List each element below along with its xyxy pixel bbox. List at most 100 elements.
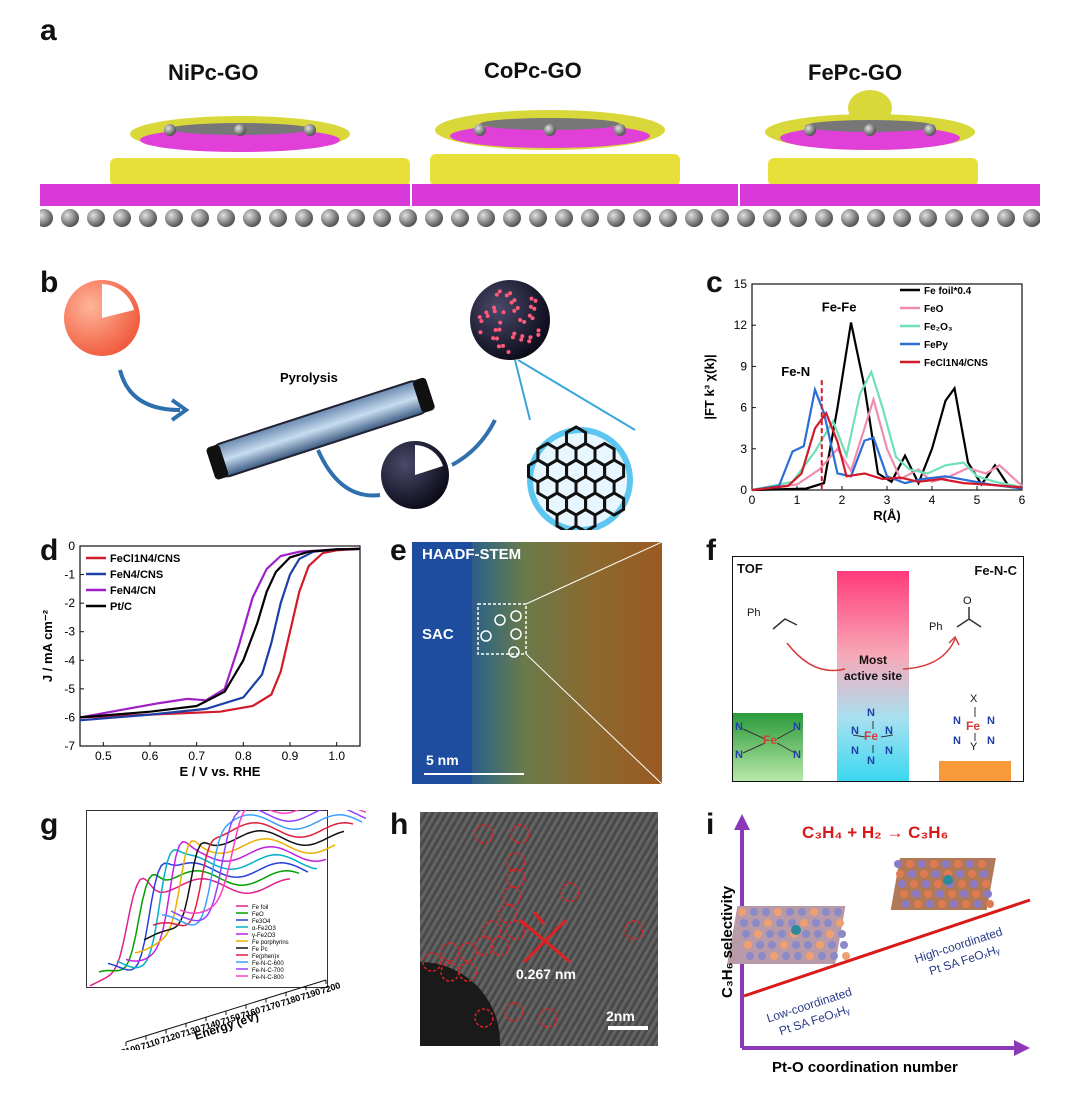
axial-y: Y: [970, 741, 978, 753]
fe-center-3: Fe: [966, 719, 981, 733]
selectivity-axis-label: C₃H₆ selectivity: [719, 885, 736, 998]
y-tick-label: 0: [740, 483, 747, 497]
energy-tick-label: 7190: [300, 986, 322, 1002]
axial-x: X: [970, 693, 978, 705]
y-tick-label: -4: [64, 653, 75, 667]
x-tick-label: 4: [929, 493, 936, 507]
x-tick-label: 0.8: [235, 749, 252, 763]
fe-center-2: Fe: [864, 729, 879, 743]
low-coordinated-slab: [727, 906, 850, 964]
n-atom-label: N: [793, 749, 801, 761]
pyrolysis-tube: [206, 377, 435, 480]
hollow-sphere-template: [64, 280, 140, 356]
stem-lattice-image: 0.267 nm 2nm: [420, 812, 658, 1046]
charge-density-images: [40, 90, 1040, 227]
scale-bar-2nm: 2nm: [606, 1008, 635, 1024]
x-tick-label: 0.5: [95, 749, 112, 763]
fe-n-c-label: Fe-N-C: [974, 563, 1017, 578]
y-tick-label: 12: [734, 318, 748, 332]
fe-center-1: Fe: [763, 733, 778, 747]
energy-tick-label: 7120: [160, 1030, 182, 1046]
n-atom-label: N: [735, 749, 743, 761]
xanes-series-8: [161, 814, 363, 926]
bar-fen4-planar: [733, 713, 803, 781]
legend-label-5: Fe porphyrins: [252, 940, 289, 946]
energy-tick-label: 7180: [280, 993, 302, 1009]
xanes-series-3: [116, 849, 318, 969]
scale-bar-label: 5 nm: [426, 752, 459, 768]
energy-tick-label: 7100: [120, 1042, 142, 1050]
tof-scheme: TOF Fe-N-C Most active site Ph Ph O Fe F…: [732, 556, 1024, 782]
pyrolysis-label: Pyrolysis: [280, 370, 338, 385]
legend-label-2: Fe3O4: [252, 919, 271, 925]
xanes-series-1: [98, 870, 300, 973]
legend-label-2: Fe₂O₃: [924, 322, 953, 333]
tof-label: TOF: [737, 561, 763, 576]
annotation-fe-fe: Fe-Fe: [822, 299, 857, 314]
series-line-3: [79, 547, 361, 719]
legend-label-10: Fe-N-C-800: [252, 975, 284, 981]
legend-label-1: FeN4/CNS: [110, 569, 163, 581]
legend-label-7: Fe(phen)x: [252, 954, 279, 960]
legend-label-0: FeCl1N4/CNS: [110, 553, 180, 565]
sac-sphere: [470, 280, 550, 360]
title-copc-go: CoPc-GO: [484, 58, 582, 83]
haadf-stem-title: HAADF-STEM: [422, 546, 522, 563]
reaction-equation: C₃H₄ + H₂ → C₃H₆: [802, 823, 948, 842]
legend-label-3: Pt/C: [110, 601, 132, 613]
legend-label-9: Fe-N-C-700: [252, 968, 284, 974]
energy-tick-label: 7200: [320, 980, 342, 996]
panel-label-g: g: [40, 808, 59, 841]
y-tick-label: -3: [64, 625, 75, 639]
xanes-series-7: [152, 822, 354, 927]
y-tick-label: 9: [740, 359, 747, 373]
product-o: O: [963, 595, 972, 607]
x-tick-label: 3: [884, 493, 891, 507]
sac-label: SAC: [422, 626, 454, 643]
xanes-series-2: [107, 862, 309, 971]
x-axis-label: R(Å): [873, 508, 900, 523]
n-atom-label: N: [851, 745, 859, 757]
n-atom-label: N: [987, 715, 995, 727]
plot-frame: [751, 283, 1023, 491]
legend-label-1: FeO: [252, 912, 264, 918]
n-atom-label: N: [953, 735, 961, 747]
pyrolysis-scheme: Pyrolysis: [64, 280, 636, 530]
title-fepc-go: FePc-GO: [808, 60, 903, 85]
x-tick-label: 0.7: [188, 749, 205, 763]
annotation-fe-n: Fe-N: [781, 364, 810, 379]
x-tick-label: 1.0: [328, 749, 345, 763]
panel-label-h: h: [390, 808, 409, 841]
y-tick-label: 3: [740, 442, 747, 456]
legend-label-1: FeO: [924, 304, 944, 315]
n-atom-label: N: [987, 735, 995, 747]
most-label: Most: [859, 653, 887, 667]
fepc-go-structure: [740, 90, 1040, 206]
active-site-label: active site: [843, 669, 903, 683]
series-line-0: [79, 547, 361, 719]
n-atom-label: N: [735, 721, 743, 733]
panel-label-e: e: [390, 534, 407, 567]
legend-label-0: Fe foil*0.4: [924, 286, 972, 297]
series-line-2: [79, 547, 361, 719]
y-tick-label: -1: [64, 568, 75, 582]
arrow-1: [118, 369, 181, 412]
y-tick-label: 0: [68, 540, 75, 553]
series-line-4: [751, 410, 1023, 492]
lattice-spacing-label: 0.267 nm: [516, 966, 576, 982]
lsv-chart: 0.5 0.6 0.7 0.8 0.9 1.0 0 -1 -2 -3 -4 -5 -6 -7 FeCl1N4…: [40, 540, 361, 779]
xanes-series-6: [143, 830, 345, 941]
n-atom-label: N: [953, 715, 961, 727]
legend-label-6: Fe Pc: [252, 947, 268, 953]
n-atom-label: N: [885, 745, 893, 757]
legend-label-2: FeN4/CN: [110, 585, 156, 597]
x-tick-label: 6: [1019, 493, 1026, 507]
legend-label-8: Fe-N-C-600: [252, 961, 284, 967]
xanes-series-5: [134, 838, 336, 954]
xanes-series-0: [89, 877, 291, 987]
haadf-stem-image: HAADF-STEM SAC 5 nm: [412, 542, 662, 784]
product-ph: Ph: [929, 621, 943, 633]
x-tick-label: 1: [794, 493, 801, 507]
x-tick-label: 5: [974, 493, 981, 507]
